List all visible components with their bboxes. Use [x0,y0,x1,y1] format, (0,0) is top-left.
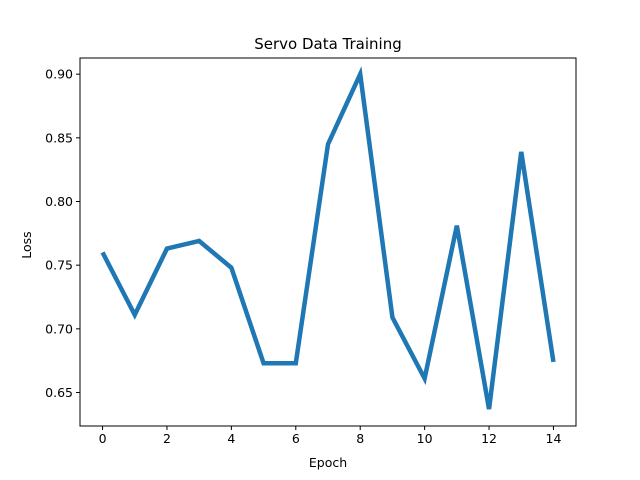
data-point [165,247,169,251]
y-tick-label: 0.65 [45,385,73,400]
x-tick-label: 8 [356,431,364,446]
y-axis-label: Loss [19,231,34,258]
chart-title: Servo Data Training [254,35,402,53]
y-tick-label: 0.80 [45,194,73,209]
x-tick-label: 0 [99,431,107,446]
x-tick-label: 10 [417,431,433,446]
x-axis-label: Epoch [309,455,347,470]
data-point [551,360,555,364]
data-point [133,313,137,317]
x-tick-label: 12 [481,431,497,446]
data-point [197,239,201,243]
data-point [519,150,523,154]
data-point [262,361,266,365]
x-tick-label: 4 [227,431,235,446]
data-point [229,266,233,270]
plot-area [100,66,556,411]
y-axis-ticks: 0.65 0.70 0.75 0.80 0.85 0.90 [45,67,80,400]
y-tick-label: 0.90 [45,67,73,82]
loss-line [100,66,556,410]
data-point [487,407,491,411]
x-tick-label: 2 [163,431,171,446]
data-point [390,315,394,319]
y-tick-label: 0.85 [45,130,73,145]
x-tick-label: 6 [292,431,300,446]
data-point [358,72,362,76]
y-tick-label: 0.70 [45,321,73,336]
axes-frame [79,57,577,427]
data-point [101,250,105,254]
y-tick-label: 0.75 [45,258,73,273]
data-point [455,224,459,228]
data-point [294,361,298,365]
data-point [423,377,427,381]
x-axis-ticks: 0 2 4 6 8 10 12 14 [99,426,562,446]
data-point [326,142,330,146]
x-tick-label: 14 [546,431,562,446]
